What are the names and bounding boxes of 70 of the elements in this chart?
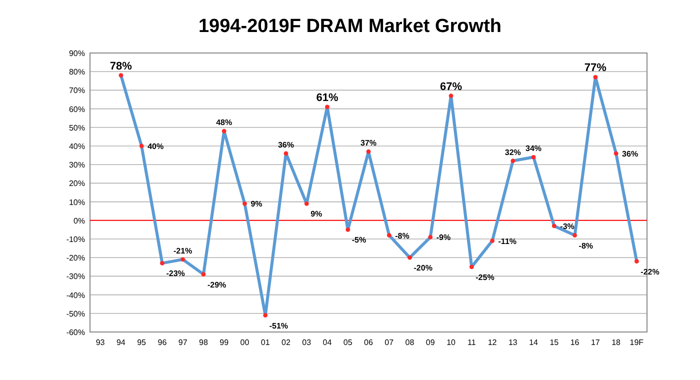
x-tick-label: 17 [590, 338, 600, 347]
x-tick-label: 94 [116, 338, 126, 347]
text: -22% [640, 267, 660, 276]
y-tick-label: -10% [66, 235, 85, 244]
y-tick-label: -50% [66, 309, 85, 318]
x-tick-label: 96 [158, 338, 168, 347]
text: 9% [310, 210, 322, 219]
x-tick-label: 06 [364, 338, 374, 347]
x-tick-label: 99 [220, 338, 230, 347]
text: -5% [352, 236, 366, 245]
x-tick-label: 05 [343, 338, 353, 347]
chart-title: 1994-2019F DRAM Market Growth [198, 16, 502, 37]
x-tick-label: 15 [550, 338, 560, 347]
x-tick-label: 12 [488, 338, 498, 347]
text: 34% [526, 144, 542, 154]
x-tick-label: 13 [508, 338, 518, 347]
text: 32% [504, 148, 521, 157]
x-tick-label: 14 [529, 338, 539, 347]
y-tick-label: 20% [68, 179, 85, 188]
text: 40% [148, 142, 164, 151]
text: -8% [395, 231, 410, 240]
text: 48% [216, 118, 232, 128]
text: 77% [584, 62, 606, 74]
y-tick-label: 50% [68, 123, 85, 132]
x-tick-label: 00 [240, 338, 250, 347]
text: -11% [498, 236, 517, 246]
x-tick-label: 02 [282, 338, 291, 347]
text: -3% [560, 222, 574, 231]
x-tick-label: 10 [446, 338, 456, 347]
y-tick-label: 10% [68, 198, 85, 207]
text: 61% [316, 92, 338, 104]
text: 36% [278, 140, 294, 150]
x-tick-label: 09 [426, 338, 436, 347]
x-tick-label: 03 [302, 338, 312, 347]
x-tick-label: 08 [405, 338, 415, 347]
y-tick-label: 80% [68, 68, 85, 77]
x-tick-label: 11 [467, 338, 476, 347]
x-tick-label: 18 [612, 338, 622, 347]
text: -23% [166, 269, 185, 278]
text: -25% [476, 272, 494, 282]
x-tick-label: 04 [322, 338, 332, 347]
y-tick-label: -60% [66, 328, 85, 337]
x-tick-label: 07 [384, 338, 394, 347]
text: 36% [622, 149, 638, 158]
text: -21% [173, 246, 192, 256]
text: -8% [578, 241, 594, 250]
x-tick-label: 95 [137, 338, 147, 347]
y-tick-label: 70% [68, 86, 85, 96]
text: 9% [250, 200, 262, 209]
text: 67% [440, 80, 462, 93]
text: 78% [110, 60, 132, 72]
text: -51% [269, 321, 288, 330]
y-tick-label: 30% [68, 160, 85, 170]
y-tick-label: 40% [68, 142, 85, 151]
x-tick-label: 19F [630, 338, 644, 347]
x-tick-label: 97 [178, 338, 188, 347]
y-tick-label: -30% [66, 272, 85, 282]
y-tick-label: 0% [73, 216, 85, 226]
x-tick-label: 16 [570, 338, 580, 347]
y-tick-label: -20% [66, 254, 85, 263]
x-tick-label: 93 [96, 338, 106, 347]
text: -9% [436, 233, 451, 242]
x-tick-label: 01 [260, 338, 270, 347]
text: 37% [360, 138, 377, 148]
text: -20% [414, 264, 432, 273]
y-tick-label: 90% [68, 49, 85, 58]
y-tick-label: -40% [66, 290, 85, 300]
x-tick-label: 98 [199, 338, 208, 347]
text: -29% [207, 280, 226, 290]
y-tick-label: 60% [68, 104, 85, 114]
